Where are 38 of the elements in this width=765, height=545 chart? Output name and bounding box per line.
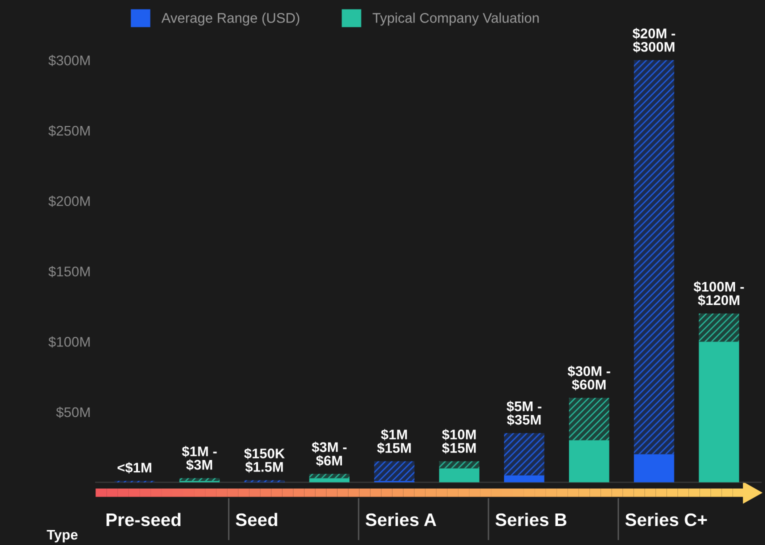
x-tick-label: Seed [236, 512, 278, 526]
y-tick-label: $300M [48, 54, 90, 66]
total-label: $100M - $120M [694, 281, 744, 306]
y-tick-label: $250M [48, 125, 90, 137]
y-tick-label: $200M [48, 196, 90, 207]
total-label: $3M - $6M [312, 442, 347, 466]
x-tick-label: Series A [366, 512, 436, 526]
bar [568, 440, 610, 482]
x-tick-label: Series B [495, 512, 566, 526]
bar [504, 475, 544, 482]
total-label: $20M - $300M [632, 28, 676, 53]
legend-label: Average Range (USD) [161, 12, 300, 26]
total-label: $10M $15M [442, 428, 476, 454]
bar [698, 342, 740, 482]
total-label: $150K $1.5M [244, 448, 285, 473]
bar [698, 313, 740, 342]
bar [634, 454, 674, 482]
y-tick-label: $100M [48, 336, 90, 348]
bar [309, 478, 350, 482]
bar [309, 474, 350, 478]
total-label: $1M $15M [377, 428, 411, 454]
x-tick-label: Series C+ [625, 512, 707, 526]
bar [504, 433, 544, 476]
total-label: $30M - $60M [568, 366, 610, 390]
total-label: $5M - $35M [506, 400, 542, 426]
total-label: <$1M [118, 462, 152, 474]
legend-label: Typical Company Valuation [372, 12, 539, 26]
y-tick-label: $50M [56, 406, 90, 418]
bar [439, 468, 480, 482]
total-label: $1M - $3M [182, 446, 217, 471]
y-tick-label: $150M [48, 266, 90, 278]
bar [568, 398, 610, 440]
bar [374, 461, 414, 481]
x-tick-label: Pre-seed [106, 512, 180, 526]
x-axis-title: Type [46, 530, 78, 542]
bar [179, 478, 220, 481]
bar [634, 60, 674, 454]
bar [439, 461, 480, 468]
